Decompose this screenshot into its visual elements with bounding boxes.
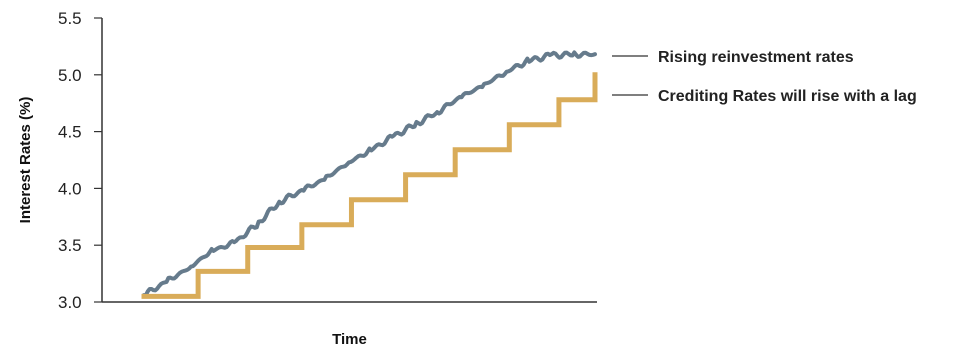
series-layer — [141, 50, 598, 299]
crediting-rates-line — [141, 72, 598, 299]
y-tick-label: 5.0 — [58, 66, 82, 85]
y-ticks: 3.0 3.5 4.0 4.5 5.0 5.5 — [58, 9, 102, 312]
y-tick-label: 5.5 — [58, 9, 82, 28]
y-tick-label: 3.5 — [58, 236, 82, 255]
y-tick-label: 4.5 — [58, 123, 82, 142]
legend: Rising reinvestment rates Crediting Rates… — [612, 49, 917, 105]
legend-label-reinvestment: Rising reinvestment rates — [658, 49, 854, 66]
y-axis-title: Interest Rates (%) — [17, 97, 34, 224]
y-tick-label: 4.0 — [58, 179, 82, 198]
x-axis-title: Time — [332, 331, 367, 348]
reinvestment-rates-line — [142, 50, 597, 298]
legend-label-crediting: Crediting Rates will rise with a lag — [658, 88, 917, 105]
y-tick-label: 3.0 — [58, 293, 82, 312]
